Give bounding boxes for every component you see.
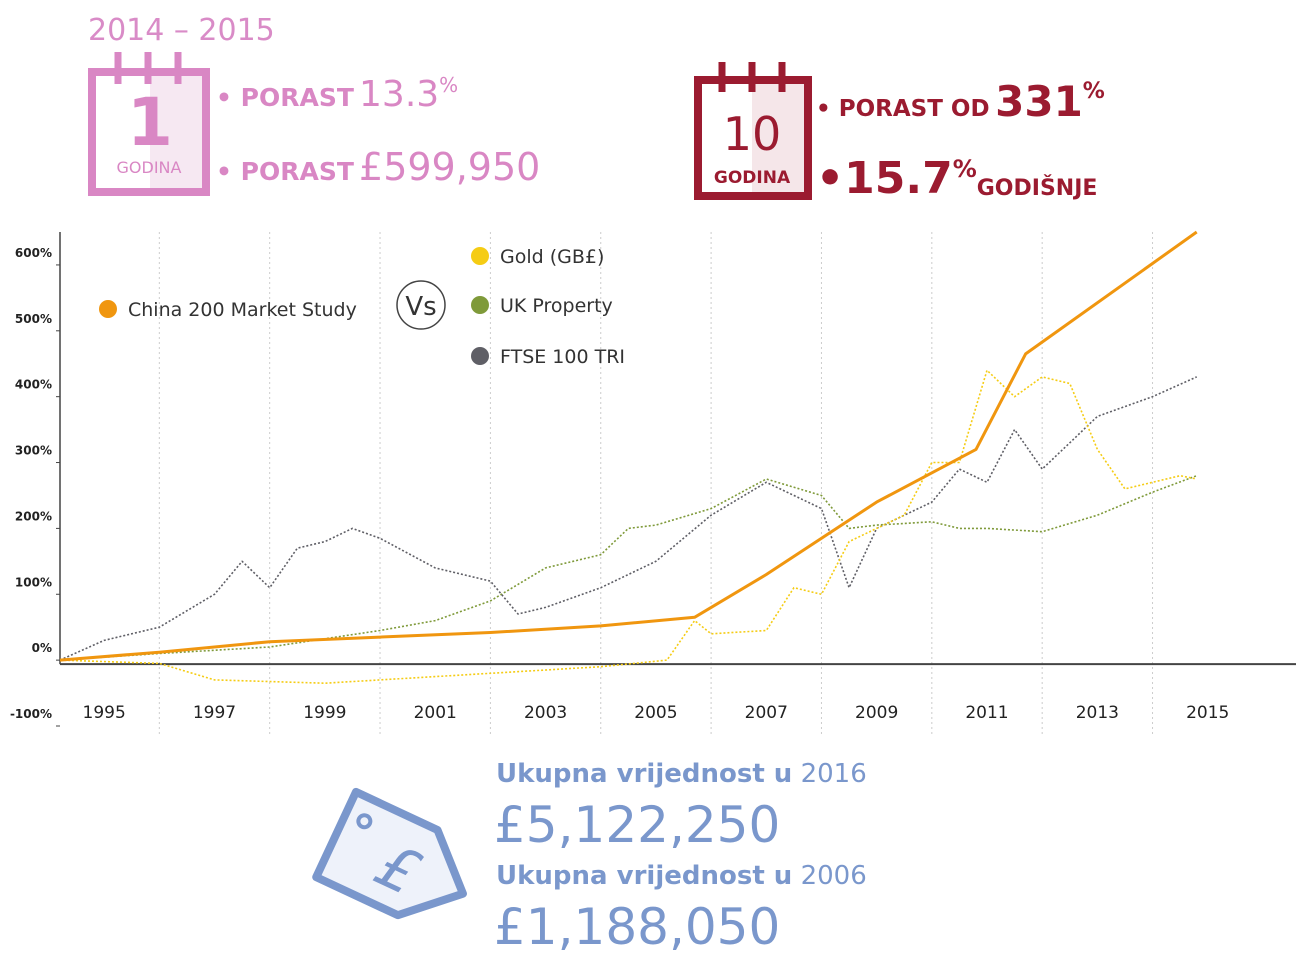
y-tick-label: 200% (15, 509, 52, 523)
x-tick-label: 2009 (855, 703, 898, 723)
x-tick-label: 1997 (193, 703, 236, 723)
label: GODIŠNJE (977, 175, 1098, 201)
label: • PORAST (216, 83, 354, 112)
unit: % (439, 73, 458, 97)
unit: % (953, 155, 977, 183)
x-tick-label: 2005 (634, 703, 677, 723)
value: 15.7 (844, 153, 953, 204)
x-tick-label: 2015 (1186, 703, 1229, 723)
growth-amount: • PORAST £599,950 (216, 145, 540, 189)
year: 2016 (801, 759, 867, 789)
calendar-number: 10 (723, 107, 782, 161)
series-line (59, 369, 1197, 684)
y-tick-label: 600% (15, 246, 52, 260)
y-tick-label: 400% (15, 378, 52, 392)
value: £599,950 (359, 145, 540, 189)
series-line (59, 230, 1198, 662)
legend-label: UK Property (500, 295, 613, 317)
y-tick-label: 0% (32, 641, 52, 655)
legend-swatch (471, 347, 489, 365)
calendar-icon (88, 52, 210, 196)
period: 2014 – 2015 (88, 13, 275, 48)
label: Ukupna vrijednost u (496, 759, 792, 789)
total-2016: £5,122,250 (494, 796, 780, 854)
legend-swatch (471, 296, 489, 314)
legend-label: Gold (GB£) (500, 246, 604, 268)
growth-pct: • PORAST 13.3% (216, 73, 458, 115)
total-2006-label: Ukupna vrijednost u 2006 (496, 861, 867, 891)
label: • PORAST (216, 157, 354, 186)
calendar-label: GODINA (117, 158, 182, 177)
total-2016-label: Ukupna vrijednost u 2016 (496, 759, 867, 789)
bullet: • (816, 153, 844, 204)
vs-circle (396, 280, 446, 330)
growth-annual: •15.7%GODIŠNJE (816, 153, 1097, 204)
value: 331 (995, 77, 1083, 126)
vs: Vs (405, 292, 436, 322)
x-tick-label: 1995 (83, 703, 126, 723)
series-line (59, 376, 1198, 661)
x-tick-label: 2003 (524, 703, 567, 723)
growth-total: • PORAST OD 331% (816, 77, 1105, 126)
legend-label: FTSE 100 TRI (500, 346, 625, 368)
x-tick-label: 2007 (745, 703, 788, 723)
calendar-label: GODINA (714, 168, 791, 188)
series-line (59, 474, 1197, 661)
label: Ukupna vrijednost u (496, 861, 792, 891)
y-tick-label: 300% (15, 444, 52, 458)
x-tick-label: 2011 (965, 703, 1008, 723)
total-2006: £1,188,050 (494, 898, 780, 952)
unit: % (1083, 79, 1105, 104)
year: 2006 (801, 861, 867, 891)
value: 13.3 (359, 74, 439, 115)
calendar-number: 1 (127, 84, 173, 161)
legend-label: China 200 Market Study (128, 299, 357, 321)
x-tick-label: 2013 (1076, 703, 1119, 723)
legend-swatch (99, 300, 117, 318)
label: • PORAST OD (816, 96, 990, 122)
legend-swatch (471, 247, 489, 265)
calendar-icon (694, 62, 812, 200)
price-tag-icon: £ (312, 787, 467, 920)
x-tick-label: 1999 (303, 703, 346, 723)
y-tick-label: -100% (10, 707, 52, 721)
y-tick-label: 100% (15, 575, 52, 589)
y-tick-label: 500% (15, 312, 52, 326)
x-tick-label: 2001 (414, 703, 457, 723)
